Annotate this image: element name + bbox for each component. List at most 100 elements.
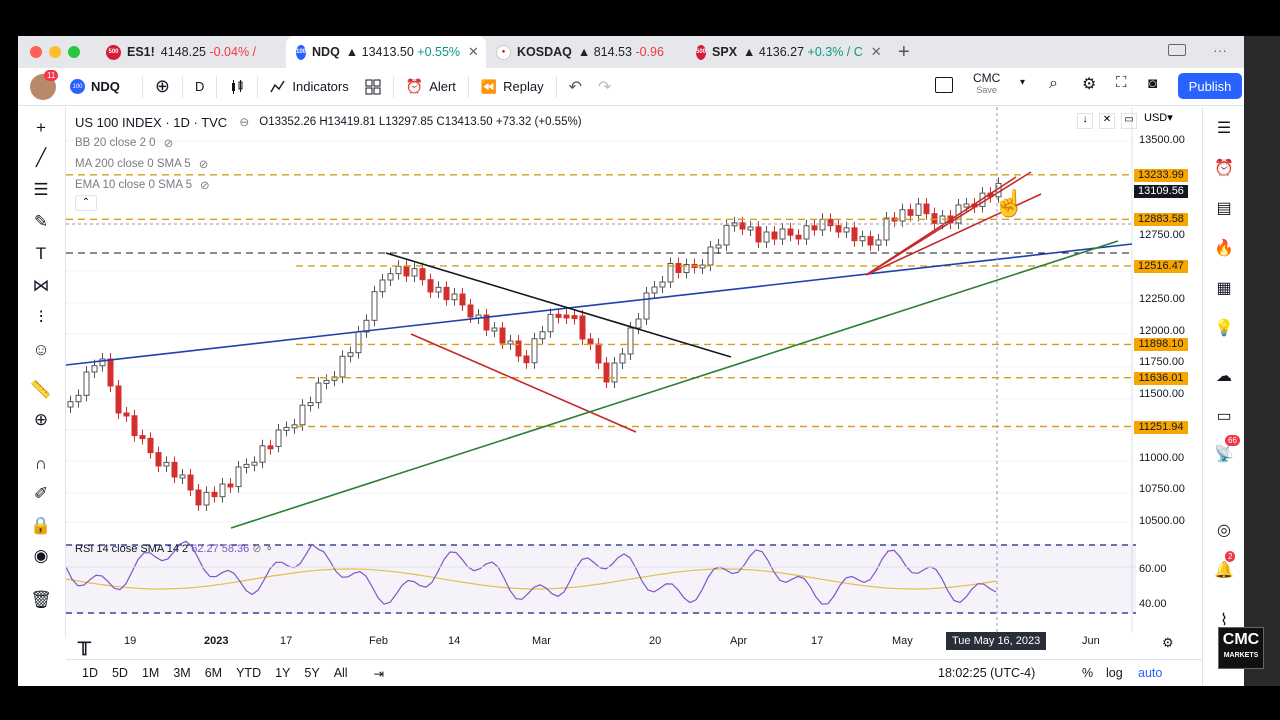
broadcast-icon[interactable]: ◎ (1217, 522, 1231, 539)
hotlist-icon[interactable]: 🔥 (1214, 240, 1234, 257)
candle (803, 225, 810, 240)
symbol-search-button[interactable]: 100 NDQ (62, 72, 128, 102)
range-1y[interactable]: 1Y (275, 666, 291, 680)
log-toggle[interactable]: log (1106, 666, 1123, 680)
range-6m[interactable]: 6M (204, 666, 223, 680)
undo-icon[interactable]: ↶ (568, 78, 582, 96)
streams-icon[interactable]: ☁ (1216, 368, 1232, 385)
watchlist-icon[interactable]: ☰ (1216, 120, 1232, 137)
magnet-icon[interactable]: ∩ (34, 454, 48, 473)
auto-toggle[interactable]: auto (1138, 666, 1163, 680)
more-icon[interactable]: ··· (1213, 42, 1227, 58)
indicators-button[interactable]: Indicators (262, 72, 356, 102)
gear-icon[interactable]: ⚙ (1082, 76, 1097, 93)
range-1d[interactable]: 1D (82, 666, 98, 680)
maximize-pane-icon[interactable]: ▭ (1121, 113, 1137, 129)
hidden-eye-icon[interactable]: ⊘ (199, 179, 210, 192)
prediction-icon[interactable]: ⫶ (38, 308, 44, 327)
range-5y[interactable]: 5Y (304, 666, 320, 680)
legend-dot-icon[interactable]: ⊖ (239, 115, 250, 129)
range-all[interactable]: All (333, 666, 348, 680)
trading-panel-icon[interactable]: ⌇ (1220, 612, 1228, 629)
indicator-ma200[interactable]: MA 200 close 0 SMA 5 ⊘ (75, 153, 582, 174)
alert-button[interactable]: ⏰ Alert (398, 72, 464, 102)
templates-icon[interactable] (357, 72, 389, 102)
hidden-eye-icon[interactable]: ⊘ (198, 158, 209, 171)
fib-icon[interactable]: ☰ (33, 180, 49, 199)
time-axis[interactable]: 19 2023 17 Feb 14 Mar 20 Apr 17 May Jun … (66, 632, 1202, 652)
currency-select[interactable]: USD▾ (1144, 112, 1173, 124)
collapse-legend-icon[interactable]: ⌃ (75, 195, 97, 211)
fullscreen-icon[interactable]: ⛶ (1116, 74, 1127, 91)
trash-icon[interactable]: 🗑 (30, 590, 52, 609)
maximize-window-icon[interactable] (68, 46, 80, 58)
data-window-icon[interactable]: ▤ (1216, 200, 1232, 217)
close-window-icon[interactable] (30, 46, 42, 58)
range-ytd[interactable]: YTD (236, 666, 262, 680)
candle (587, 338, 594, 345)
rewind-icon: ⏪ (480, 78, 498, 94)
ohlc-values: O13352.26 H13419.81 L13297.85 C13413.50 … (259, 116, 582, 128)
scroll-down-icon[interactable]: ↓ (1077, 113, 1093, 129)
bell-icon[interactable]: 🔔 2 (1214, 551, 1236, 579)
price-chart[interactable]: 𝕋 (66, 107, 1202, 664)
text-icon[interactable]: T (35, 244, 47, 263)
emoji-icon[interactable]: ☺ (32, 340, 50, 359)
brush-icon[interactable]: ✎ (33, 212, 49, 231)
tab-symbol: NDQ (312, 45, 340, 59)
lock-drawing-icon[interactable]: ✐ (33, 484, 49, 503)
candle (411, 268, 418, 277)
interval-button[interactable]: D (194, 79, 205, 94)
rsi-tick: 60.00 (1139, 563, 1167, 575)
candle (619, 353, 626, 364)
trendline-icon[interactable]: ╱ (35, 148, 47, 167)
new-tab-icon[interactable]: + (898, 40, 910, 63)
zoom-icon[interactable]: ⊕ (33, 410, 49, 429)
save-layout-button[interactable]: CMC Save (973, 72, 1000, 96)
clock: 18:02:25 (UTC-4) (938, 666, 1036, 680)
replay-button[interactable]: ⏪ Replay (473, 72, 552, 102)
minimize-window-icon[interactable] (49, 46, 61, 58)
redo-icon[interactable]: ↷ (597, 78, 612, 96)
tab-symbol: SPX (712, 45, 738, 59)
alarm-clock-icon: ⏰ (405, 78, 424, 94)
alarm-clock-icon[interactable]: ⏰ (1214, 160, 1234, 177)
candle (659, 281, 666, 288)
camera-icon[interactable]: ◙ (1148, 75, 1158, 92)
tab-es1[interactable]: 500 ES1! 4148.25 -0.04% / (96, 36, 286, 68)
publish-button[interactable]: Publish (1178, 73, 1242, 99)
signal-icon[interactable]: 📡 66 (1211, 435, 1240, 467)
avatar[interactable]: 11 (30, 69, 59, 100)
lock-icon[interactable]: 🔒 (30, 516, 52, 535)
gear-icon[interactable]: ⚙ (1162, 635, 1174, 650)
chat-icon[interactable]: ▭ (1216, 408, 1232, 425)
search-icon[interactable]: ⌕ (1049, 75, 1058, 92)
indicator-ema10[interactable]: EMA 10 close 0 SMA 5 ⊘ (75, 174, 582, 195)
tab-spx[interactable]: 500 SPX ▲ 4136.27 +0.3% / C ✕ (686, 36, 886, 68)
ruler-icon[interactable]: 📏 (30, 380, 52, 399)
close-tab-icon[interactable]: ✕ (870, 44, 882, 59)
chevron-down-icon[interactable]: ▾ (1020, 77, 1026, 88)
indicator-bb[interactable]: BB 20 close 2 0 ⊘ (75, 132, 582, 153)
calendar-range-icon[interactable]: ⇥ (373, 666, 385, 681)
range-5d[interactable]: 5D (111, 666, 128, 680)
percent-toggle[interactable]: % (1082, 666, 1094, 680)
chart-legend: US 100 INDEX · 1D · TVC ⊖ O13352.26 H134… (75, 112, 582, 211)
pattern-icon[interactable]: ⋈ (32, 276, 50, 295)
tab-ndq[interactable]: 100 NDQ ▲ 13413.50 +0.55% ✕ (286, 36, 486, 68)
close-tab-icon[interactable]: ✕ (468, 44, 479, 59)
compare-symbol-icon[interactable]: ⊕ (154, 76, 170, 96)
tab-kosdaq[interactable]: ● KOSDAQ ▲ 814.53 -0.96 (486, 36, 686, 68)
range-1m[interactable]: 1M (141, 666, 160, 680)
eye-icon[interactable]: ◉ (33, 546, 49, 565)
calendar-icon[interactable]: ▦ (1216, 280, 1232, 297)
tab-overview-icon[interactable] (1168, 44, 1186, 56)
layout-select-icon[interactable] (935, 77, 953, 93)
candles-type-icon[interactable] (221, 72, 253, 102)
hidden-eye-icon[interactable]: ⊘ (163, 137, 174, 150)
collapse-pane-icon[interactable]: ✕ (1099, 113, 1115, 129)
range-3m[interactable]: 3M (173, 666, 191, 680)
crosshair-icon[interactable]: + (36, 118, 46, 137)
ideas-icon[interactable]: 💡 (1214, 320, 1234, 337)
indicator-label: BB 20 close 2 0 (75, 136, 156, 149)
